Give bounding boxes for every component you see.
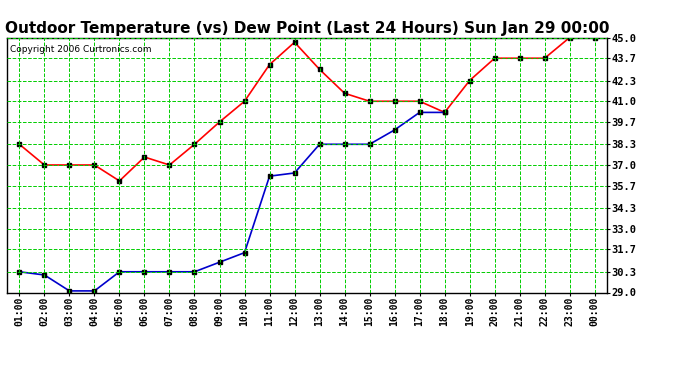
Text: Copyright 2006 Curtronics.com: Copyright 2006 Curtronics.com xyxy=(10,45,151,54)
Title: Outdoor Temperature (vs) Dew Point (Last 24 Hours) Sun Jan 29 00:00: Outdoor Temperature (vs) Dew Point (Last… xyxy=(5,21,609,36)
